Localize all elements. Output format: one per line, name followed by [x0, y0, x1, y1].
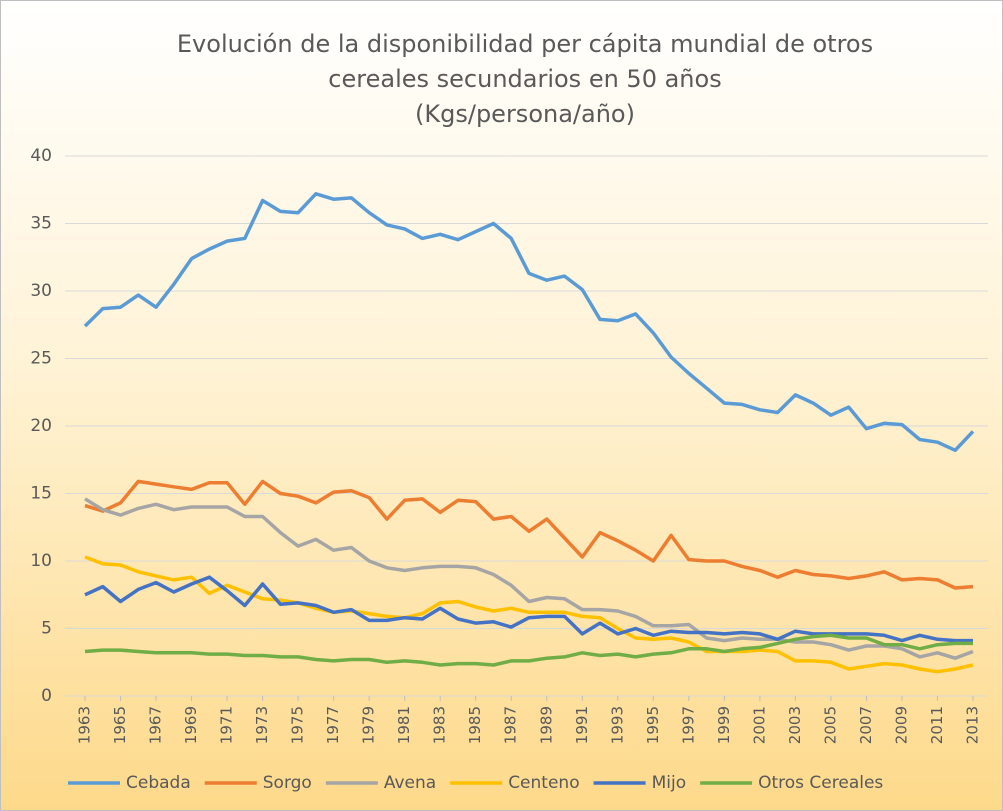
chart-title: (Kgs/persona/año) — [415, 100, 635, 128]
y-tick-label: 30 — [30, 281, 52, 301]
x-tick-label: 1975 — [289, 706, 307, 744]
x-tick-label: 2011 — [928, 706, 946, 744]
series-line — [83, 192, 975, 453]
x-tick-label: 1971 — [218, 706, 236, 744]
x-tick-label: 2007 — [857, 706, 875, 744]
y-tick-label: 10 — [30, 551, 52, 571]
y-tick-label: 35 — [30, 214, 52, 234]
chart-title: cereales secundarios en 50 años — [328, 65, 721, 93]
x-tick-label: 2003 — [786, 706, 804, 744]
y-tick-label: 20 — [30, 416, 52, 436]
series-line — [84, 633, 973, 667]
x-tick-label: 2001 — [750, 706, 768, 744]
x-tick-label: 1997 — [679, 706, 697, 744]
x-tick-label: 1991 — [573, 706, 591, 744]
x-tick-label: 1981 — [395, 706, 413, 744]
x-tick-label: 1969 — [182, 706, 200, 744]
x-tick-label: 1967 — [147, 706, 165, 744]
y-tick-label: 5 — [41, 619, 52, 639]
series-line — [84, 575, 973, 643]
x-tick-label: 2005 — [821, 706, 839, 744]
x-tick-label: 2009 — [892, 706, 910, 744]
chart-title: Evolución de la disponibilidad per cápit… — [177, 30, 873, 58]
legend-label: Cebada — [126, 773, 191, 793]
x-tick-label: 1973 — [253, 706, 271, 744]
legend-label: Centeno — [508, 773, 579, 793]
y-tick-label: 0 — [41, 686, 52, 706]
x-tick-label: 1993 — [608, 706, 626, 744]
x-tick-label: 2013 — [964, 706, 982, 744]
x-tick-label: 1965 — [111, 706, 129, 744]
x-tick-label: 1987 — [502, 706, 520, 744]
legend-label: Sorgo — [263, 773, 312, 793]
y-tick-label: 25 — [30, 349, 52, 369]
y-tick-label: 40 — [30, 146, 52, 166]
series-line — [84, 479, 974, 590]
x-tick-label: 1979 — [360, 706, 378, 744]
x-tick-label: 1999 — [715, 706, 733, 744]
x-tick-label: 1989 — [537, 706, 555, 744]
legend-label: Otros Cereales — [758, 773, 883, 793]
x-tick-label: 1985 — [466, 706, 484, 744]
x-tick-label: 1963 — [76, 706, 94, 744]
x-tick-label: 1983 — [431, 706, 449, 744]
x-tick-label: 1995 — [644, 706, 662, 744]
series-line — [84, 497, 974, 660]
legend-label: Avena — [384, 773, 436, 793]
series-line — [84, 555, 974, 674]
legend-label: Mijo — [652, 773, 687, 793]
y-tick-label: 15 — [30, 484, 52, 504]
x-tick-label: 1977 — [324, 706, 342, 744]
